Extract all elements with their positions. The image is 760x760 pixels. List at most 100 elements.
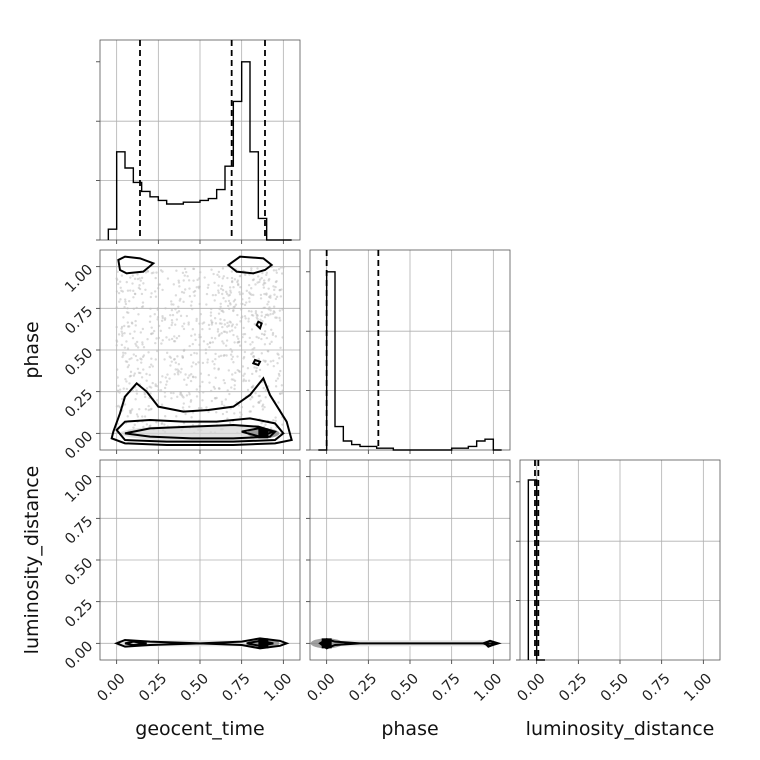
scatter-point: [132, 374, 136, 377]
scatter-point: [272, 285, 275, 288]
scatter-point: [279, 266, 283, 269]
scatter-point: [237, 404, 240, 407]
scatter-point: [227, 294, 230, 297]
scatter-point: [163, 358, 166, 361]
scatter-point: [182, 322, 186, 325]
scatter-point: [121, 397, 124, 401]
scatter-point: [187, 390, 191, 394]
scatter-point: [222, 354, 226, 357]
scatter-point: [151, 332, 155, 335]
scatter-point: [250, 386, 254, 389]
scatter-point: [194, 363, 198, 366]
scatter-point: [216, 330, 220, 333]
scatter-point: [169, 391, 173, 395]
scatter-point: [220, 322, 223, 325]
scatter-point: [188, 344, 191, 348]
scatter-point: [186, 376, 190, 380]
scatter-point: [213, 367, 216, 370]
scatter-point: [271, 331, 275, 335]
histogram-step: [107, 61, 292, 241]
scatter-point: [279, 295, 283, 298]
scatter-point: [189, 379, 193, 383]
scatter-point: [217, 289, 220, 292]
scatter-point: [163, 395, 167, 398]
scatter-point: [207, 410, 210, 414]
scatter-point: [252, 293, 255, 297]
scatter-point: [229, 421, 232, 425]
scatter-point: [233, 387, 236, 391]
scatter-point: [128, 375, 132, 378]
scatter-point: [254, 310, 258, 313]
scatter-point: [184, 412, 187, 416]
scatter-point: [274, 297, 278, 301]
scatter-point: [277, 372, 281, 376]
scatter-point: [129, 411, 132, 415]
scatter-point: [251, 278, 255, 282]
scatter-point: [274, 416, 277, 419]
scatter-point: [208, 381, 211, 384]
scatter-point: [245, 301, 248, 304]
scatter-point: [117, 282, 120, 286]
scatter-point: [119, 298, 122, 301]
scatter-point: [119, 286, 122, 289]
scatter-point: [170, 360, 173, 363]
scatter-point: [222, 310, 225, 314]
scatter-point: [164, 376, 167, 379]
scatter-point: [225, 410, 229, 414]
scatter-point: [187, 323, 190, 326]
scatter-point: [149, 424, 152, 427]
scatter-point: [214, 337, 217, 340]
scatter-point: [126, 321, 130, 324]
scatter-point: [165, 383, 168, 386]
scatter-point: [236, 335, 239, 338]
scatter-point: [130, 408, 134, 411]
scatter-point: [198, 322, 201, 325]
scatter-point: [281, 389, 284, 392]
scatter-point: [129, 370, 133, 374]
scatter-point: [259, 318, 262, 321]
scatter-point: [221, 277, 225, 280]
scatter-point: [161, 339, 164, 342]
scatter-point: [267, 308, 270, 311]
scatter-point: [273, 288, 276, 292]
scatter-point: [231, 280, 234, 283]
scatter-point: [250, 395, 253, 398]
scatter-point: [238, 275, 242, 278]
scatter-point: [142, 282, 145, 285]
scatter-point: [117, 384, 120, 387]
scatter-point: [156, 349, 159, 353]
scatter-point: [164, 307, 167, 310]
scatter-point: [126, 347, 130, 350]
scatter-point: [217, 291, 220, 294]
scatter-point: [142, 425, 145, 429]
scatter-point: [124, 378, 127, 381]
scatter-point: [200, 407, 203, 410]
contour-line: [117, 255, 156, 275]
scatter-point: [210, 336, 214, 340]
y-tick-label: 0.50: [62, 555, 96, 589]
scatter-point: [248, 336, 251, 340]
scatter-point: [214, 293, 217, 297]
scatter-point: [124, 300, 127, 303]
scatter-point: [139, 279, 142, 282]
histogram-step: [318, 271, 502, 451]
y-tick-label: 0.75: [62, 303, 96, 337]
scatter-point: [220, 309, 223, 313]
scatter-point: [223, 404, 226, 407]
scatter-point: [213, 316, 217, 320]
x-tick-label: 0.00: [515, 671, 549, 705]
scatter-point: [247, 379, 251, 382]
scatter-point: [142, 345, 146, 349]
scatter-point: [121, 332, 124, 335]
scatter-point: [145, 423, 149, 426]
scatter-point: [124, 352, 127, 355]
scatter-point: [130, 321, 134, 324]
scatter-point: [136, 367, 140, 370]
scatter-point: [247, 317, 250, 320]
scatter-point: [263, 405, 266, 409]
scatter-point: [247, 309, 251, 313]
scatter-point: [118, 280, 122, 283]
scatter-point: [194, 376, 197, 379]
scatter-point: [252, 355, 255, 358]
scatter-point: [120, 325, 124, 329]
